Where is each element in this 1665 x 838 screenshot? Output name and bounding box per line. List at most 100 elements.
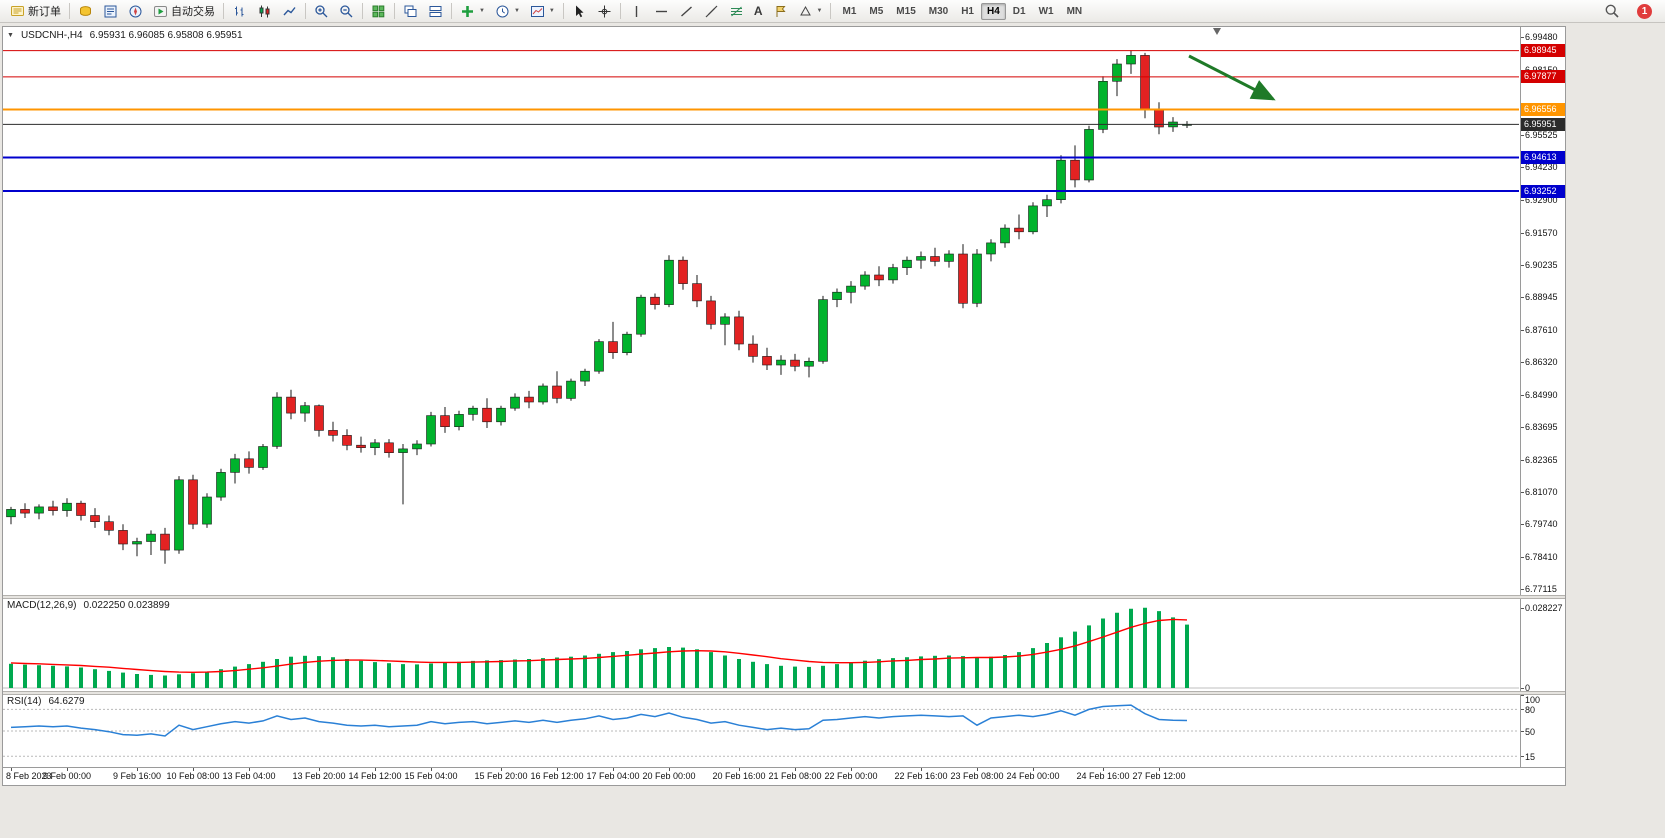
zoom-in-button[interactable]: [309, 1, 334, 22]
macd-plot-area[interactable]: MACD(12,26,9) 0.022250 0.023899: [3, 599, 1520, 691]
time-axis-label: 14 Feb 12:00: [348, 771, 402, 781]
axis-tick: [1521, 200, 1524, 201]
rsi-axis[interactable]: 100 80 50 15: [1520, 695, 1565, 767]
indicators-button[interactable]: ▼: [455, 1, 490, 22]
price-axis-label: 6.82365: [1525, 455, 1558, 465]
timeframe-h4-button[interactable]: H4: [981, 2, 1006, 20]
axis-tick: [1521, 233, 1524, 234]
axis-tick: [1521, 589, 1524, 590]
timeframe-m1-button[interactable]: M1: [842, 5, 857, 17]
data-window-button[interactable]: [98, 1, 123, 22]
fibonacci-icon: [730, 6, 742, 16]
candlestick-canvas[interactable]: [3, 27, 1519, 595]
text-button[interactable]: A: [749, 1, 768, 22]
timeframe-d1-button[interactable]: D1: [1012, 5, 1026, 17]
price-axis-label: 6.86320: [1525, 357, 1558, 367]
time-axis-tick: [11, 768, 12, 771]
axis-tick: [1521, 460, 1524, 461]
panel-splitter[interactable]: [3, 691, 1565, 695]
macd-axis[interactable]: 0.028227 0: [1520, 599, 1565, 693]
axis-tick: [1521, 330, 1524, 331]
time-axis-tick: [557, 768, 558, 771]
price-axis-label: 6.81070: [1525, 487, 1558, 497]
toolbar-separator: [305, 3, 306, 19]
time-axis-tick: [375, 768, 376, 771]
rsi-canvas[interactable]: [3, 695, 1519, 767]
main-toolbar: 新订单 自动交易 ▼ ▼ ▼ A ▼ M1 M5 M15 M30 H1 H4 D1 W1 MN …: [0, 0, 1665, 23]
support-1-price-badge: 6.94613: [1521, 151, 1565, 164]
vertical-line-button[interactable]: [624, 1, 649, 22]
cursor-button[interactable]: [567, 1, 592, 22]
notification-badge[interactable]: 1: [1637, 3, 1652, 19]
zoom-out-button[interactable]: [334, 1, 359, 22]
price-axis-label: 6.99480: [1525, 32, 1558, 42]
new-order-button[interactable]: 新订单: [5, 1, 66, 22]
crosshair-button[interactable]: [592, 1, 617, 22]
price-axis-label: 6.87610: [1525, 325, 1558, 335]
candlestick-chart-button[interactable]: [252, 1, 277, 22]
time-axis-label: 8 Feb 2023: [6, 771, 52, 781]
support-2-price-badge: 6.93252: [1521, 185, 1565, 198]
rsi-plot-area[interactable]: RSI(14) 64.6279: [3, 695, 1520, 767]
shapes-button[interactable]: ▼: [793, 1, 828, 22]
time-axis-tick: [319, 768, 320, 771]
macd-canvas[interactable]: [3, 599, 1519, 691]
timeframe-m5-button[interactable]: M5: [869, 5, 884, 17]
time-axis-label: 10 Feb 08:00: [166, 771, 220, 781]
horizontal-line-button[interactable]: [649, 1, 674, 22]
periods-button[interactable]: ▼: [490, 1, 525, 22]
fibonacci-button[interactable]: [724, 1, 749, 22]
timeframe-mn-button[interactable]: MN: [1066, 5, 1083, 17]
time-axis-tick: [67, 768, 68, 771]
cascade-windows-button[interactable]: [398, 1, 423, 22]
axis-tick: [1521, 524, 1524, 525]
rsi-label-row: RSI(14) 64.6279: [7, 696, 85, 707]
arrange-windows-button[interactable]: [423, 1, 448, 22]
toolbar-separator: [394, 3, 395, 19]
panel-splitter[interactable]: [3, 595, 1565, 599]
toolbar-separator: [562, 3, 564, 19]
toolbar-separator: [69, 3, 70, 19]
bars-chart-button[interactable]: [227, 1, 252, 22]
price-axis[interactable]: 6.994806.981506.955256.942306.929006.915…: [1520, 27, 1565, 595]
timeframe-h1-button[interactable]: H1: [961, 5, 974, 17]
rsi-axis-label: 50: [1525, 727, 1536, 737]
templates-button[interactable]: ▼: [525, 1, 560, 22]
time-axis-label: 16 Feb 12:00: [530, 771, 584, 781]
navigator-button[interactable]: [123, 1, 148, 22]
main-chart-panel: ▼ USDCNH-,H4 6.95931 6.96085 6.95808 6.9…: [3, 27, 1565, 595]
price-axis-label: 6.90235: [1525, 260, 1558, 270]
time-axis-tick: [669, 768, 670, 771]
periods-clock-icon: [496, 5, 509, 17]
time-axis-label: 22 Feb 00:00: [824, 771, 878, 781]
equidistant-channel-button[interactable]: [699, 1, 724, 22]
time-axis[interactable]: 8 Feb 2023 9 Feb 00:00 9 Feb 16:00 10 Feb 0…: [3, 767, 1565, 785]
new-order-label: 新订单: [28, 6, 61, 18]
search-icon: [1605, 4, 1619, 18]
candlestick-chart-icon: [259, 5, 270, 17]
timeframe-m15-button[interactable]: M15: [896, 5, 916, 17]
macd-axis-label: 0: [1525, 683, 1531, 693]
zoom-out-icon: [340, 4, 353, 17]
current-price-price-badge: 6.95951: [1521, 118, 1565, 131]
axis-tick: [1521, 37, 1524, 38]
time-axis-tick: [1033, 768, 1034, 771]
cursor-icon: [575, 5, 584, 17]
new-order-icon: [11, 5, 24, 16]
time-axis-tick: [739, 768, 740, 771]
trendline-button[interactable]: [674, 1, 699, 22]
pivot-price-badge: 6.96556: [1521, 103, 1565, 116]
search-button[interactable]: [1599, 1, 1625, 22]
axis-tick: [1521, 688, 1524, 689]
timeframe-w1-button[interactable]: W1: [1038, 5, 1054, 17]
text-label-button[interactable]: [768, 1, 793, 22]
line-chart-button[interactable]: [277, 1, 302, 22]
tile-windows-button[interactable]: [366, 1, 391, 22]
price-chart-area[interactable]: ▼ USDCNH-,H4 6.95931 6.96085 6.95808 6.9…: [3, 27, 1520, 595]
autotrading-button[interactable]: 自动交易: [148, 1, 220, 22]
one-click-trading-icon[interactable]: ▼: [7, 32, 14, 39]
timeframe-m30-button[interactable]: M30: [928, 5, 949, 17]
equidistant-channel-icon: [705, 5, 718, 17]
symbols-button[interactable]: [73, 1, 98, 22]
